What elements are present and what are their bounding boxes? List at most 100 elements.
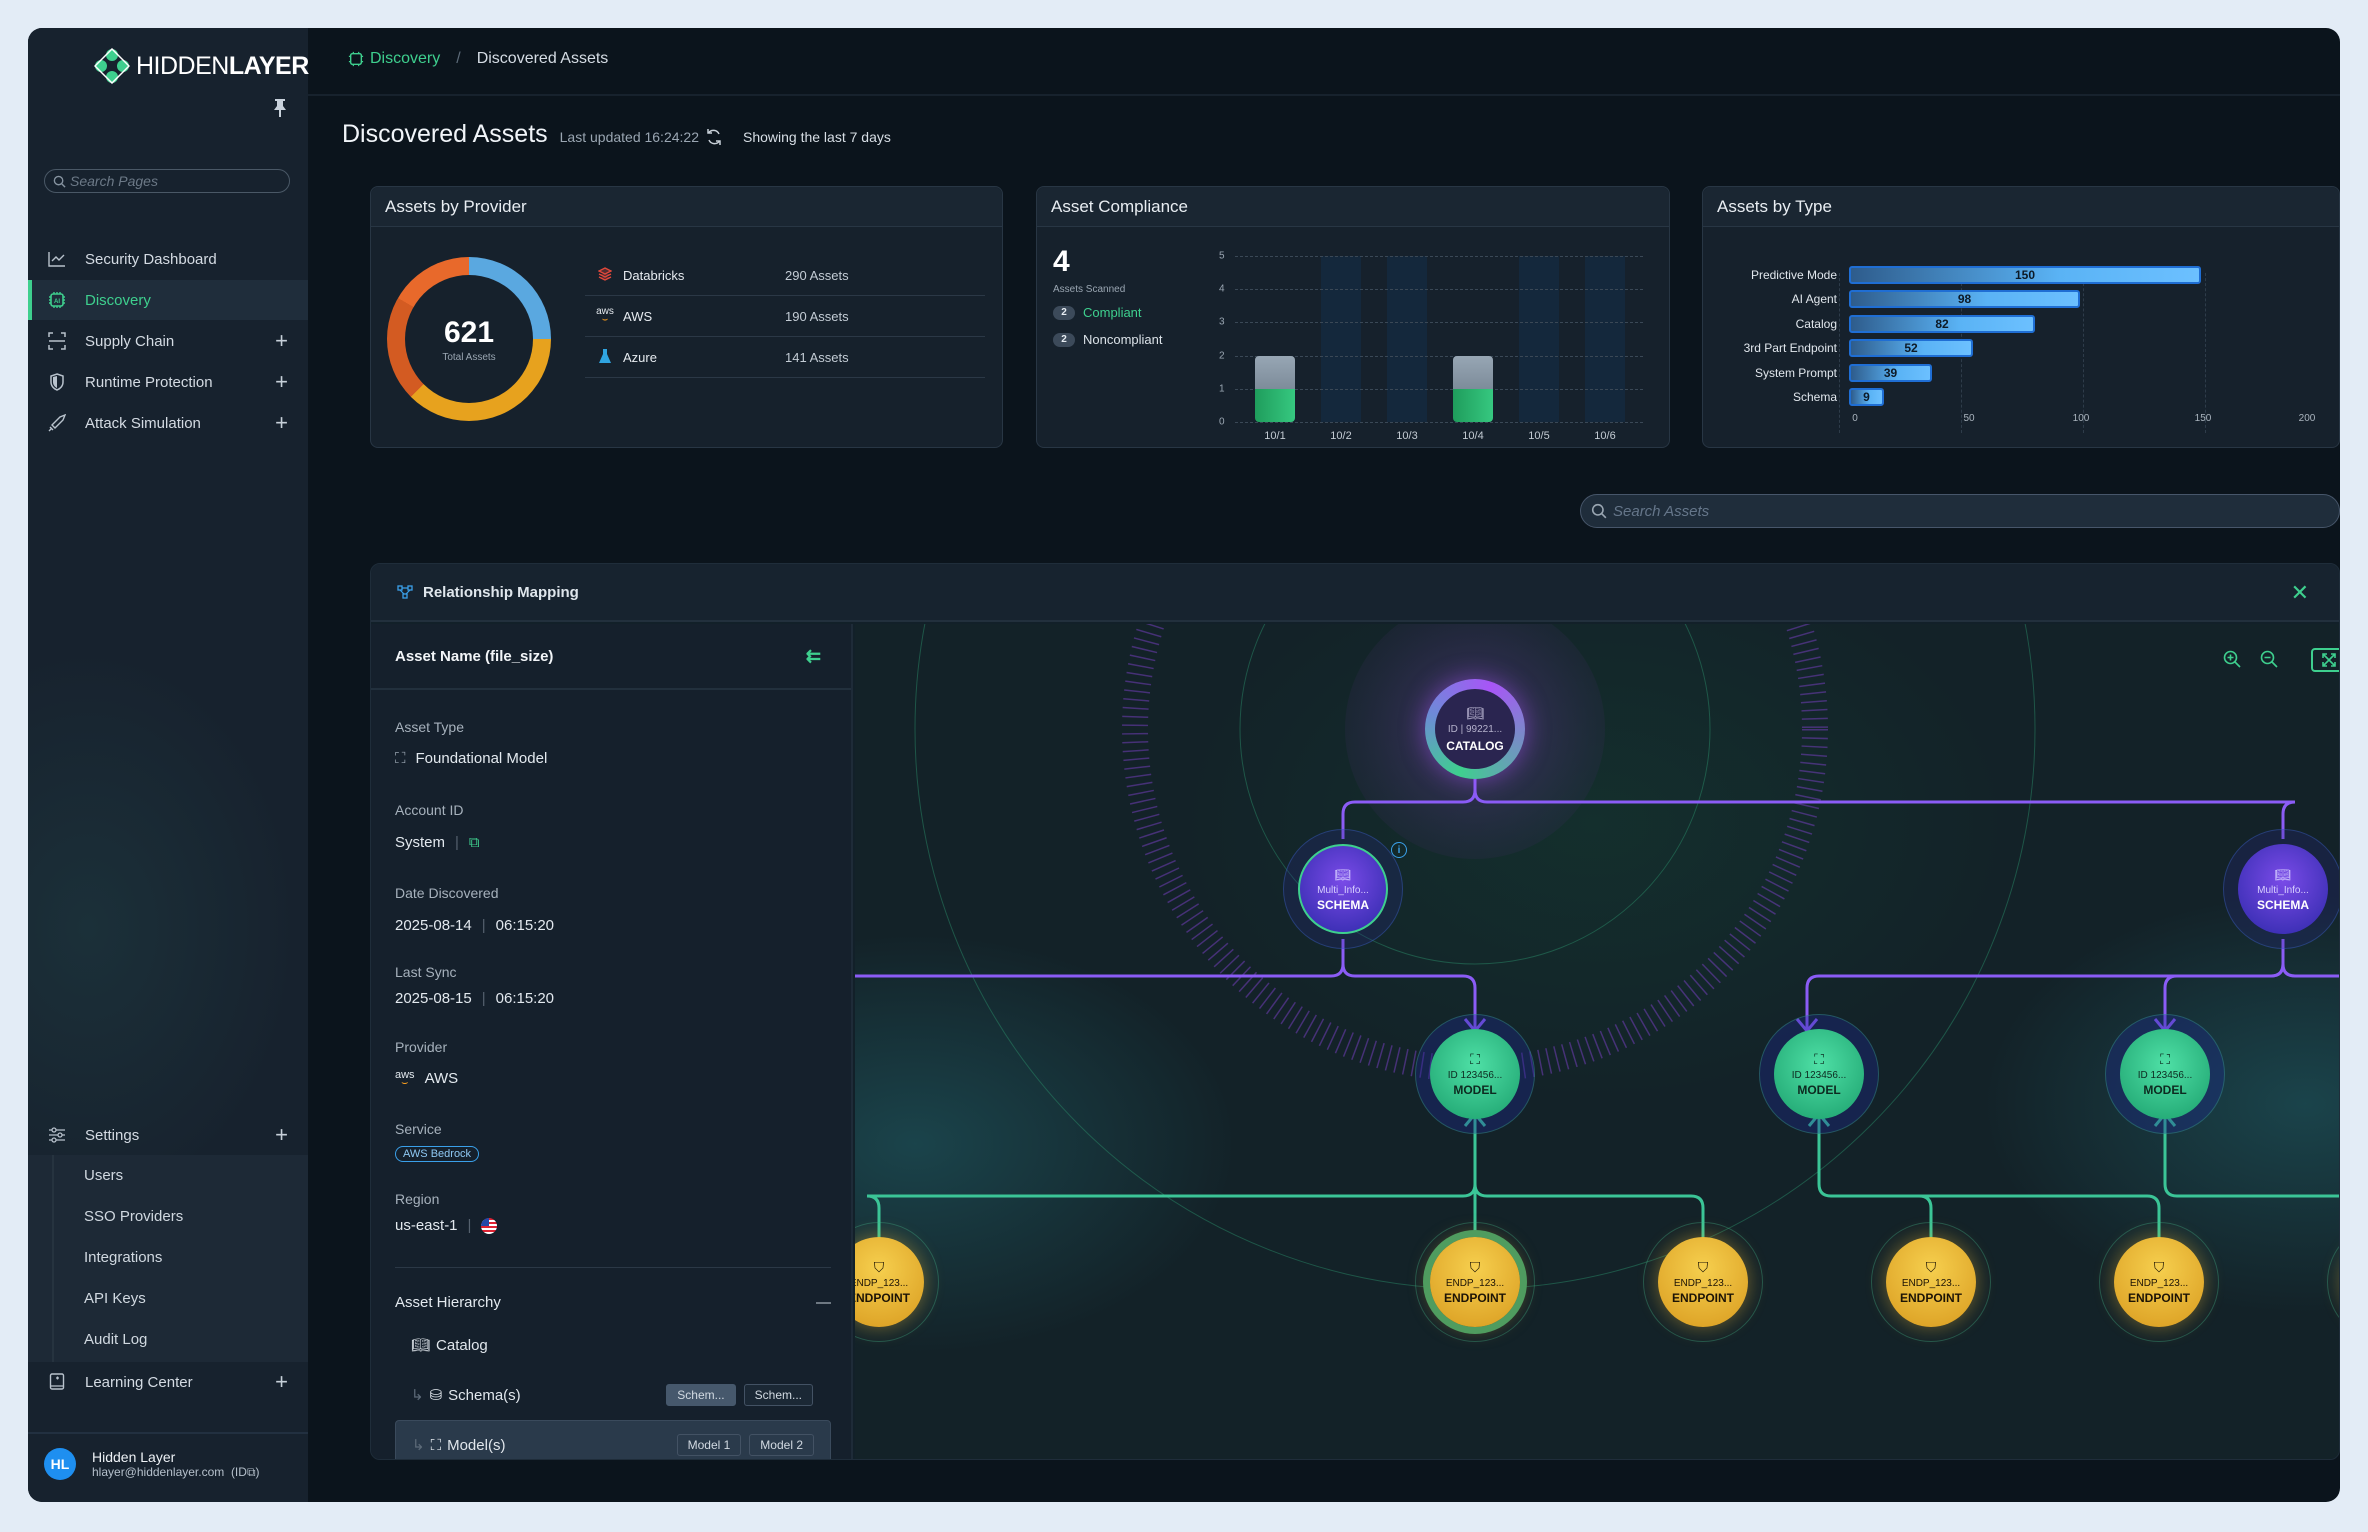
expand-plus-icon[interactable]: + (275, 369, 288, 394)
expand-plus-icon[interactable]: + (275, 1122, 288, 1147)
chart-line-icon (46, 248, 68, 270)
type-bar-row[interactable]: Predictive Mode 150 (1703, 266, 2201, 284)
expand-plus-icon[interactable]: + (275, 1369, 288, 1394)
node-model-3[interactable]: ⛶ ID 123456... MODEL (2120, 1029, 2210, 1119)
provider-row-databricks[interactable]: Databricks 290 Assets (585, 255, 985, 296)
total-assets-value: 621 (443, 315, 495, 349)
provider-row-aws[interactable]: aws ⌣ AWS 190 Assets (585, 296, 985, 337)
fit-screen-button[interactable] (2311, 648, 2339, 672)
hierarchy-models-selected[interactable]: ↳ ⛶ Model(s) Model 1 Model 2 (395, 1420, 831, 1459)
expand-plus-icon[interactable]: + (275, 410, 288, 435)
refresh-icon[interactable] (705, 128, 723, 146)
node-endpoint-2-selected[interactable]: ⛉ ENDP_123... ENDPOINT (1430, 1237, 1520, 1327)
sword-icon (46, 412, 68, 434)
field-label: Account ID (395, 802, 464, 818)
collapse-minus-icon[interactable]: — (816, 1294, 831, 1311)
us-flag-icon (481, 1217, 498, 1234)
node-endpoint-3[interactable]: ⛉ ENDP_123... ENDPOINT (1658, 1237, 1748, 1327)
sidebar-item-settings[interactable]: Settings + (28, 1115, 308, 1155)
info-icon[interactable]: i (1391, 842, 1407, 858)
x-tick: 200 (2298, 413, 2316, 424)
breadcrumb: Discovery / Discovered Assets (348, 50, 608, 68)
compliant-legend[interactable]: 2 Compliant (1053, 305, 1142, 320)
submenu-integrations[interactable]: Integrations (84, 1248, 163, 1266)
relationship-graph-canvas[interactable]: 📖︎ ID | 99221... CATALOG 📖︎ Multi_Info..… (855, 624, 2339, 1459)
expand-plus-icon[interactable]: + (275, 328, 288, 353)
assets-scanned-label: Assets Scanned (1053, 284, 1126, 295)
sidebar-item-attack-simulation[interactable]: Attack Simulation + (28, 403, 308, 443)
sidebar: HIDDENLAYER Security Dashboard AI Discov… (28, 28, 309, 1502)
submenu-api-keys[interactable]: API Keys (84, 1289, 146, 1307)
hierarchy-catalog[interactable]: 📖︎ Catalog (411, 1336, 488, 1355)
type-bar-row[interactable]: Catalog 82 (1703, 315, 2035, 333)
submenu-sso-providers[interactable]: SSO Providers (84, 1207, 184, 1225)
sidebar-item-learning-center[interactable]: Learning Center + (28, 1362, 308, 1402)
provider-count: 290 Assets (785, 267, 849, 283)
x-tick: 50 (1963, 413, 1975, 424)
node-schema-left[interactable]: 📖︎ Multi_Info... SCHEMA (1298, 844, 1388, 934)
provider-count: 141 Assets (785, 349, 849, 365)
shield-icon: ⛉ (1469, 1259, 1481, 1275)
submenu-audit-log[interactable]: Audit Log (84, 1330, 148, 1348)
sidebar-item-label: Learning Center (85, 1373, 193, 1391)
provider-donut-chart[interactable] (387, 257, 551, 421)
close-icon[interactable]: ✕ (2290, 580, 2309, 605)
region-value: us-east-1 | (395, 1217, 498, 1234)
sidebar-item-security-dashboard[interactable]: Security Dashboard (28, 239, 308, 279)
hierarchy-schemas[interactable]: ↳ ⛁ Schema(s) Schem... Schem... (395, 1372, 831, 1418)
schema-chip[interactable]: Schem... (666, 1384, 736, 1406)
user-profile[interactable]: HL Hidden Layer hlayer@hiddenlayer.com (… (44, 1448, 260, 1480)
noncompliant-count-badge: 2 (1053, 332, 1075, 347)
sidebar-item-label: Settings (85, 1126, 140, 1144)
search-assets-field[interactable] (1580, 494, 2340, 528)
ai-chip-icon: AI (46, 289, 68, 311)
model-chip[interactable]: Model 1 (676, 1434, 742, 1456)
logo[interactable]: HIDDENLAYER (94, 46, 309, 86)
noncompliant-legend[interactable]: 2 Noncompliant (1053, 332, 1163, 347)
type-bar-row[interactable]: System Prompt 39 (1703, 364, 1932, 382)
azure-flask-icon (595, 348, 615, 367)
model-chip[interactable]: Model 2 (749, 1434, 814, 1456)
node-model-2[interactable]: ⛶ ID 123456... MODEL (1774, 1029, 1864, 1119)
shield-icon: ⛉ (2153, 1259, 2165, 1275)
shield-icon: ⛉ (873, 1259, 885, 1275)
main-content: Discovery / Discovered Assets Discovered… (308, 28, 2340, 1502)
pin-icon[interactable] (272, 98, 288, 123)
collapse-panel-icon[interactable]: ⇇ (805, 645, 821, 666)
sidebar-item-label: Supply Chain (85, 332, 175, 350)
type-bar-row[interactable]: 3rd Part Endpoint 52 (1703, 339, 1973, 357)
node-endpoint-1[interactable]: ⛉ENDP_123...ENDPOINT (855, 1237, 924, 1327)
breadcrumb-discovery-link[interactable]: Discovery (348, 50, 440, 68)
shield-icon: ⛉ (1925, 1259, 1937, 1275)
submenu-users[interactable]: Users (84, 1166, 124, 1184)
node-model-1[interactable]: ⛶ ID 123456... MODEL (1430, 1029, 1520, 1119)
bar-10-4[interactable] (1453, 356, 1493, 422)
copy-id-icon[interactable]: ⧉) (246, 1464, 260, 1479)
copy-icon[interactable]: ⧉ (468, 834, 480, 851)
date-discovered-value: 2025-08-14 | 06:15:20 (395, 917, 555, 934)
divider (395, 1267, 831, 1268)
asset-hierarchy-header[interactable]: Asset Hierarchy — (395, 1294, 831, 1311)
zoom-in-icon[interactable] (2223, 650, 2241, 668)
sidebar-item-discovery[interactable]: AI Discovery (28, 280, 308, 320)
scan-frame-icon (46, 330, 68, 352)
search-pages-input[interactable] (70, 173, 270, 189)
search-assets-input[interactable] (1613, 502, 2313, 520)
node-endpoint-5[interactable]: ⛉ ENDP_123... ENDPOINT (2114, 1237, 2204, 1327)
type-bar-row[interactable]: AI Agent 98 (1703, 290, 2080, 308)
account-id-value: System | ⧉ (395, 834, 480, 851)
node-endpoint-4[interactable]: ⛉ ENDP_123... ENDPOINT (1886, 1237, 1976, 1327)
zoom-out-icon[interactable] (2260, 650, 2278, 668)
type-bar-row[interactable]: Schema 9 (1703, 388, 1884, 406)
provider-row-azure[interactable]: Azure 141 Assets (585, 337, 985, 378)
node-schema-right[interactable]: 📖︎ Multi_Info... SCHEMA (2238, 844, 2328, 934)
shield-icon (46, 371, 68, 393)
node-catalog[interactable]: 📖︎ ID | 99221... CATALOG (1425, 679, 1525, 779)
search-pages-field[interactable] (44, 169, 290, 193)
schema-chip[interactable]: Schem... (743, 1384, 813, 1406)
sidebar-item-supply-chain[interactable]: Supply Chain + (28, 321, 308, 361)
sidebar-item-runtime-protection[interactable]: Runtime Protection + (28, 362, 308, 402)
compliance-bar-chart: 5 4 3 2 1 0 10/1 10/2 10/3 10/4 10/5 10/… (1219, 251, 1643, 442)
bar-10-1[interactable] (1255, 356, 1295, 422)
book-sparkle-icon (46, 1371, 68, 1393)
